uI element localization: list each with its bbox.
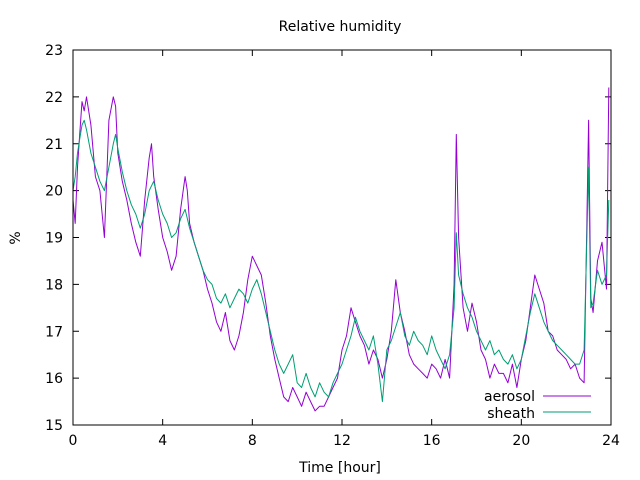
y-tick-label: 19 xyxy=(45,231,63,247)
series-lines xyxy=(72,87,610,412)
x-tick-label: 24 xyxy=(602,433,620,449)
y-tick-label: 15 xyxy=(45,418,63,434)
legend-label-sheath: sheath xyxy=(487,406,535,422)
x-tick-label: 4 xyxy=(158,433,167,449)
series-line-aerosol xyxy=(72,87,610,412)
y-tick-label: 23 xyxy=(45,43,63,59)
y-tick-label: 16 xyxy=(45,371,63,387)
x-tick-label: 12 xyxy=(333,433,351,449)
x-axis-label: Time [hour] xyxy=(298,460,381,476)
legend-label-aerosol: aerosol xyxy=(484,389,535,405)
y-tick-label: 17 xyxy=(45,324,63,340)
series-line-sheath xyxy=(72,119,610,403)
y-axis-label: % xyxy=(8,231,24,244)
x-tick-label: 8 xyxy=(248,433,257,449)
x-tick-label: 16 xyxy=(423,433,441,449)
x-tick-label: 0 xyxy=(69,433,78,449)
y-tick-label: 18 xyxy=(45,277,63,293)
chart-title: Relative humidity xyxy=(279,19,402,35)
legend: aerosol sheath xyxy=(484,389,591,422)
y-tick-label: 22 xyxy=(45,90,63,106)
y-tick-label: 21 xyxy=(45,137,63,153)
y-tick-label: 20 xyxy=(45,184,63,200)
plot-frame xyxy=(72,49,612,426)
x-tick-label: 20 xyxy=(512,433,530,449)
